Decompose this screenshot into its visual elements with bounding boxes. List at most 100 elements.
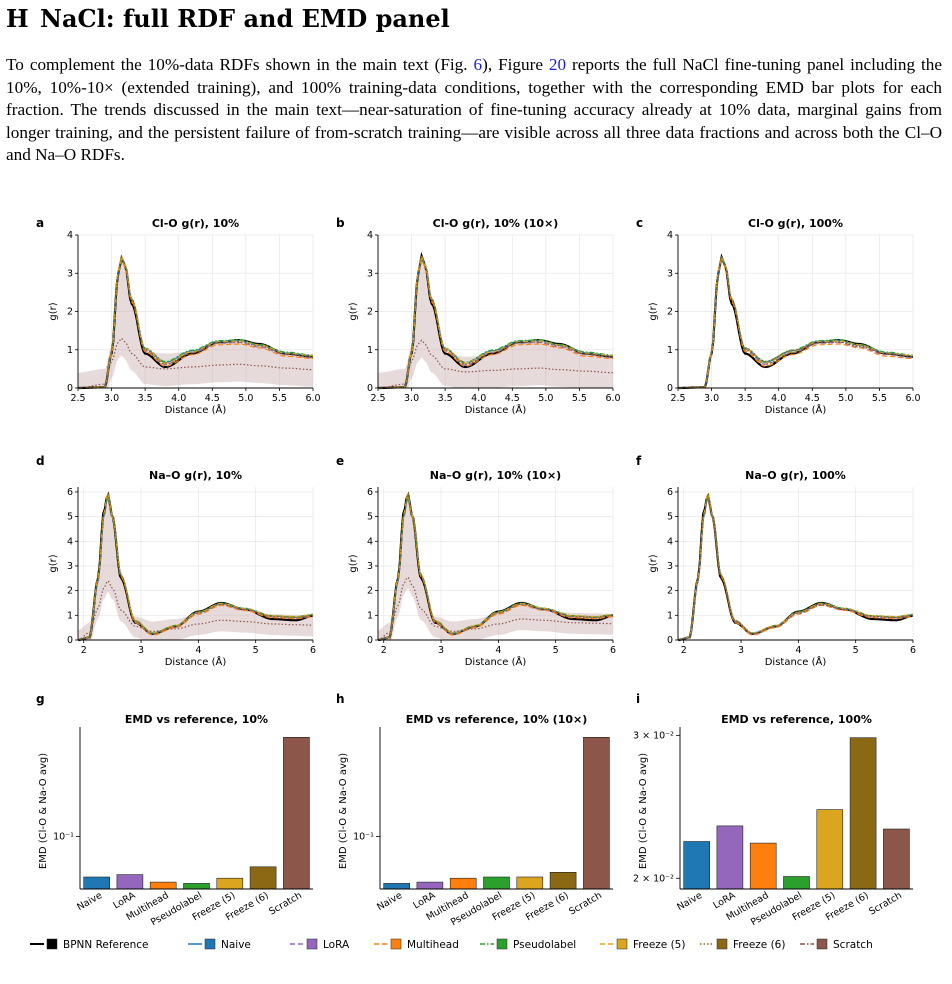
y-axis-label: g(r) — [648, 554, 659, 572]
y-tick-label: 2 — [367, 307, 373, 318]
x-tick-label: 4.0 — [771, 393, 786, 404]
figure-link[interactable]: 20 — [548, 55, 567, 74]
rdf-line-pseudolabel — [377, 495, 614, 641]
panel-title: Cl-O g(r), 10% — [152, 217, 239, 230]
y-tick-label: 3 — [367, 561, 373, 572]
bar-freeze-5- — [216, 877, 244, 890]
x-tick-label: 6.0 — [305, 393, 320, 404]
rdf-line-freeze-6- — [77, 491, 314, 641]
rdf-line-pseudolabel — [678, 255, 913, 389]
y-tick-label: 0 — [367, 383, 373, 394]
y-axis-label: g(r) — [48, 302, 59, 320]
panel-d: d Na–O g(r), 10% 2 3 4 5 6 0 1 2 3 4 5 6 Distance (Å) g… — [36, 454, 316, 668]
section-title: NaCl: full RDF and EMD panel — [40, 4, 450, 33]
section-number: H — [6, 4, 29, 33]
y-tick-label: 6 — [667, 487, 673, 498]
figure-20: a Cl-O g(r), 10% 2.5 3.0 3.5 4.0 4.5 5.0 5.5 6.0 0… — [30, 216, 921, 951]
y-tick-label: 2 — [667, 307, 673, 318]
x-tick-label: 3.5 — [138, 393, 153, 404]
bar-pseudolabel — [783, 876, 810, 890]
paragraph-text: ), Figure — [482, 55, 549, 74]
x-tick-label: 4 — [195, 645, 201, 656]
rdf-line-scratch — [678, 257, 913, 389]
y-tick-label: 3 — [667, 268, 673, 279]
legend-swatch — [816, 938, 828, 950]
x-tick-label: 2.5 — [70, 393, 85, 404]
panel-label: d — [36, 454, 45, 468]
rdf-line-pseudolabel — [378, 255, 613, 389]
panel-b: b Cl-O g(r), 10% (10×) 2.5 3.0 3.5 4.0 4.5 5.0 5… — [336, 216, 621, 416]
y-tick-label: 0 — [367, 635, 373, 646]
figure-link[interactable]: 6 — [473, 55, 483, 74]
rdf-line-multihead — [78, 257, 313, 389]
y-tick-label: 1 — [667, 345, 673, 356]
y-tick-label: 1 — [67, 345, 73, 356]
x-tick-label: Naive — [375, 890, 404, 913]
bar-lora — [416, 881, 444, 890]
y-tick-label: 1 — [67, 610, 73, 621]
x-axis-label: Distance (Å) — [465, 655, 527, 668]
x-tick-label: 2 — [81, 645, 87, 656]
scratch-uncertainty-band — [78, 260, 313, 388]
bar-lora — [716, 825, 744, 890]
x-tick-label: 6 — [610, 645, 616, 656]
x-tick-label: 5.0 — [238, 393, 253, 404]
y-tick-label: 5 — [667, 512, 673, 523]
scratch-uncertainty-band — [78, 497, 313, 640]
y-tick-label: 0 — [67, 383, 73, 394]
bar-pseudolabel — [183, 883, 210, 890]
rdf-line-bpnn-reference — [678, 253, 913, 390]
x-tick-label: 3.0 — [404, 393, 419, 404]
section-heading: H NaCl: full RDF and EMD panel — [6, 4, 450, 33]
x-tick-label: 5.0 — [838, 393, 853, 404]
x-tick-label: 4 — [495, 645, 501, 656]
bar-naive — [683, 841, 711, 890]
rdf-line-scratch — [377, 576, 613, 641]
x-tick-label: 5 — [553, 645, 559, 656]
panel-label: a — [36, 216, 44, 230]
legend-label: Freeze (6) — [733, 939, 785, 951]
x-tick-label: 3 — [738, 645, 744, 656]
legend-swatch — [204, 938, 216, 950]
x-tick-label: Scratch — [267, 890, 304, 918]
scratch-uncertainty-band — [378, 258, 613, 388]
x-tick-label: 3 — [438, 645, 444, 656]
x-tick-label: 6 — [310, 645, 316, 656]
bar-multihead — [449, 877, 477, 890]
x-tick-label: 6 — [910, 645, 916, 656]
bar-freeze-6- — [549, 871, 577, 890]
bar-freeze-5- — [816, 809, 844, 890]
x-tick-label: 4.5 — [805, 393, 820, 404]
x-tick-label: 4.0 — [171, 393, 186, 404]
panel-title: EMD vs reference, 10% (10×) — [406, 713, 588, 726]
y-axis-label: g(r) — [348, 302, 359, 320]
y-axis-label: EMD (Cl-O & Na-O avg) — [338, 753, 349, 869]
x-tick-label: 2.5 — [670, 393, 685, 404]
legend-label: BPNN Reference — [63, 939, 148, 951]
y-tick-label: 5 — [67, 512, 73, 523]
x-tick-label: 2 — [681, 645, 687, 656]
x-tick-label: 3.5 — [738, 393, 753, 404]
rdf-line-scratch — [77, 579, 313, 641]
x-tick-label: 5.5 — [872, 393, 887, 404]
y-tick-label: 2 — [67, 586, 73, 597]
legend-swatch — [496, 938, 508, 950]
x-tick-label: 5 — [253, 645, 259, 656]
x-tick-label: Naive — [675, 890, 704, 913]
rdf-line-multihead — [677, 492, 913, 641]
y-axis-label: g(r) — [348, 554, 359, 572]
panel-label: i — [636, 692, 640, 706]
y-tick-label: 1 — [667, 610, 673, 621]
y-tick-label: 4 — [67, 536, 73, 547]
y-tick-label: 5 — [367, 512, 373, 523]
bar-scratch — [883, 828, 910, 890]
x-tick-label: 6.0 — [905, 393, 920, 404]
bar-freeze-6- — [249, 866, 277, 890]
rdf-line-multihead — [77, 492, 313, 641]
panel-label: b — [336, 216, 345, 230]
paragraph-text: To complement the 10%-data RDFs shown in… — [6, 55, 474, 74]
legend-label: LoRA — [323, 939, 350, 951]
